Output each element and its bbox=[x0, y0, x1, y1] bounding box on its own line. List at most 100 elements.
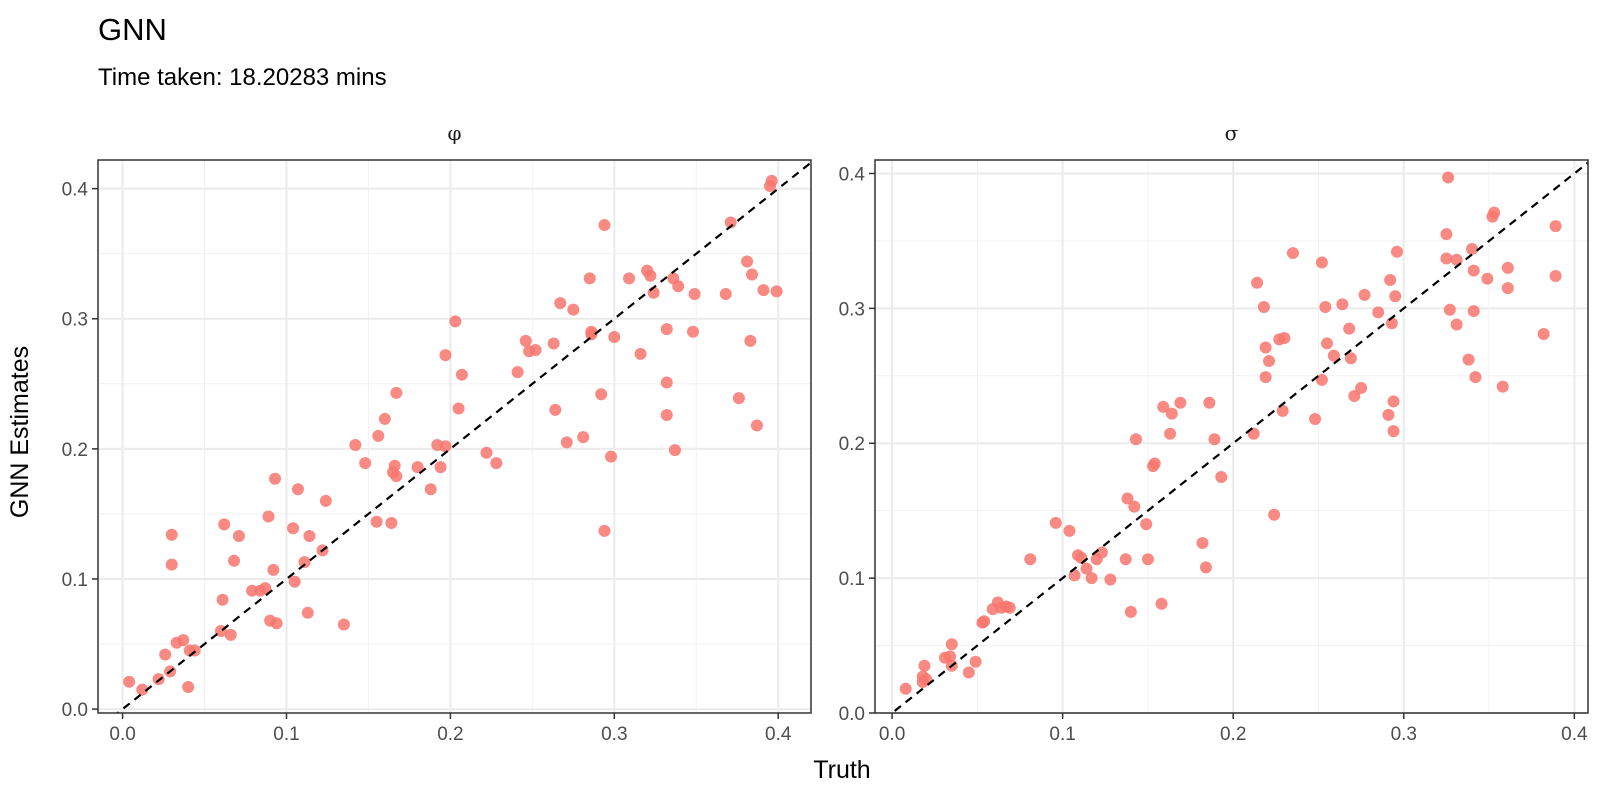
data-point bbox=[978, 615, 991, 628]
data-point bbox=[1343, 322, 1356, 335]
data-point bbox=[1442, 171, 1455, 184]
data-point bbox=[765, 174, 778, 187]
data-point bbox=[686, 325, 699, 338]
data-point bbox=[159, 648, 172, 661]
data-point bbox=[1128, 500, 1141, 513]
data-point bbox=[1203, 396, 1216, 409]
x-tick-label: 0.3 bbox=[601, 724, 627, 745]
data-point bbox=[1382, 408, 1395, 421]
data-point bbox=[660, 409, 673, 422]
x-tick-label: 0.1 bbox=[1049, 724, 1075, 745]
data-point bbox=[1315, 256, 1328, 269]
data-point bbox=[1129, 433, 1142, 446]
y-tick-label: 0.2 bbox=[839, 434, 865, 455]
x-tick-label: 0.4 bbox=[1561, 724, 1588, 745]
data-point bbox=[732, 392, 745, 405]
data-point bbox=[962, 666, 975, 679]
data-point bbox=[1384, 274, 1397, 287]
data-point bbox=[1440, 252, 1453, 265]
data-point bbox=[1174, 396, 1187, 409]
data-point bbox=[745, 268, 758, 281]
data-point bbox=[165, 558, 178, 571]
data-point bbox=[1095, 546, 1108, 559]
data-point bbox=[1259, 371, 1272, 384]
data-point bbox=[1348, 390, 1361, 403]
data-point bbox=[1119, 553, 1132, 566]
data-point bbox=[411, 461, 424, 474]
data-point bbox=[1344, 352, 1357, 365]
data-point bbox=[944, 650, 957, 663]
data-point bbox=[1124, 605, 1137, 618]
data-point bbox=[595, 388, 608, 401]
data-point bbox=[1355, 381, 1368, 394]
data-point bbox=[1148, 457, 1161, 470]
data-point bbox=[1259, 341, 1272, 354]
data-point bbox=[1141, 553, 1154, 566]
data-point bbox=[1549, 269, 1562, 282]
panel-border bbox=[874, 159, 1589, 714]
data-point bbox=[605, 450, 618, 463]
data-point bbox=[1257, 301, 1270, 314]
data-point bbox=[1080, 562, 1093, 575]
data-point bbox=[288, 575, 301, 588]
data-point bbox=[1501, 282, 1514, 295]
data-point bbox=[567, 303, 580, 316]
data-point bbox=[216, 593, 229, 606]
data-point bbox=[1063, 524, 1076, 537]
data-point bbox=[744, 334, 757, 347]
gridlines bbox=[98, 160, 811, 713]
chart-title: GNN bbox=[98, 12, 167, 47]
data-point bbox=[1049, 516, 1062, 529]
data-point bbox=[262, 510, 275, 523]
data-point bbox=[303, 530, 316, 543]
data-point bbox=[598, 524, 611, 537]
data-point bbox=[1462, 353, 1475, 366]
data-point bbox=[455, 368, 468, 381]
data-point bbox=[1537, 327, 1550, 340]
y-tick-label: 0.4 bbox=[839, 164, 866, 185]
data-point bbox=[480, 446, 493, 459]
chart-subtitle: Time taken: 18.20283 mins bbox=[98, 64, 387, 91]
data-point bbox=[1466, 243, 1479, 256]
data-point bbox=[549, 403, 562, 416]
data-point bbox=[1286, 247, 1299, 260]
data-point bbox=[724, 216, 737, 229]
data-point bbox=[608, 330, 621, 343]
data-point bbox=[750, 419, 763, 432]
data-points bbox=[123, 174, 783, 696]
data-point bbox=[452, 402, 465, 415]
data-point bbox=[547, 337, 560, 350]
data-point bbox=[228, 554, 241, 567]
y-tick-label: 0.0 bbox=[62, 700, 88, 721]
data-point bbox=[359, 457, 372, 470]
data-point bbox=[370, 515, 383, 528]
y-axis-title: GNN Estimates bbox=[6, 346, 34, 518]
y-tick-label: 0.0 bbox=[839, 704, 865, 725]
data-point bbox=[660, 323, 673, 336]
data-point bbox=[269, 472, 282, 485]
data-point bbox=[1208, 433, 1221, 446]
data-point bbox=[583, 272, 596, 285]
data-point bbox=[1319, 301, 1332, 314]
data-point bbox=[424, 483, 437, 496]
identity-reference-line bbox=[115, 161, 811, 713]
data-point bbox=[1251, 276, 1264, 289]
data-point bbox=[672, 280, 685, 293]
data-point bbox=[490, 457, 503, 470]
data-point bbox=[372, 429, 385, 442]
data-point bbox=[660, 376, 673, 389]
data-point bbox=[634, 347, 647, 360]
data-point bbox=[1488, 206, 1501, 219]
data-point bbox=[301, 606, 314, 619]
data-point bbox=[1104, 573, 1117, 586]
x-tick-label: 0.0 bbox=[879, 724, 905, 745]
gridlines bbox=[875, 160, 1588, 714]
data-point bbox=[1501, 261, 1514, 274]
sigma-strip-label: σ bbox=[1225, 121, 1239, 145]
data-point bbox=[123, 675, 136, 688]
data-point bbox=[218, 518, 231, 531]
data-point bbox=[1387, 395, 1400, 408]
x-tick-label: 0.2 bbox=[1220, 724, 1246, 745]
data-point bbox=[1157, 400, 1170, 413]
